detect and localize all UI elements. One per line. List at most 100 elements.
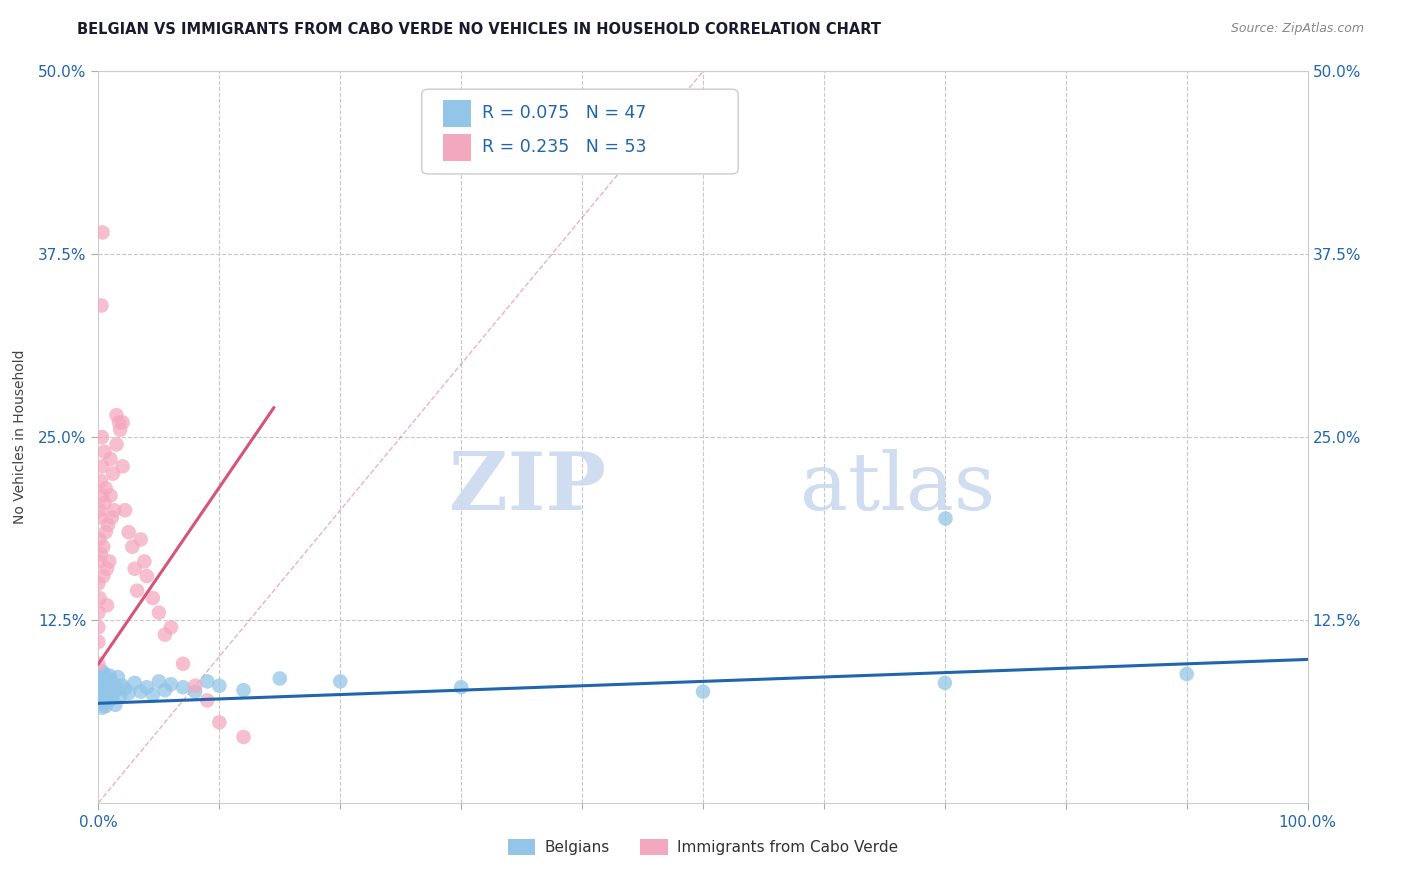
Point bbox=[100, 452, 122, 467]
Point bbox=[121, 540, 143, 554]
Point bbox=[208, 715, 231, 730]
Point bbox=[87, 620, 110, 634]
Point bbox=[160, 620, 183, 634]
Point bbox=[97, 684, 120, 698]
Text: R = 0.075   N = 47: R = 0.075 N = 47 bbox=[482, 104, 647, 122]
Text: R = 0.235   N = 53: R = 0.235 N = 53 bbox=[482, 138, 647, 156]
Point bbox=[103, 677, 125, 691]
Point bbox=[1175, 667, 1198, 681]
Point bbox=[89, 686, 111, 700]
Point bbox=[97, 695, 120, 709]
Point bbox=[195, 674, 218, 689]
Point bbox=[107, 670, 129, 684]
Point bbox=[692, 684, 714, 698]
Point bbox=[232, 683, 254, 698]
Point bbox=[100, 489, 122, 503]
Point bbox=[111, 679, 134, 693]
Point bbox=[172, 680, 194, 694]
Point bbox=[142, 591, 165, 605]
Point bbox=[104, 698, 127, 712]
Point bbox=[90, 690, 112, 705]
Point bbox=[96, 599, 118, 613]
Point bbox=[94, 699, 117, 714]
Point bbox=[96, 562, 118, 576]
Point bbox=[118, 686, 141, 700]
Point bbox=[129, 684, 152, 698]
Point bbox=[108, 689, 131, 703]
Point bbox=[232, 730, 254, 744]
Point bbox=[91, 540, 114, 554]
Point bbox=[101, 467, 124, 481]
Point bbox=[91, 225, 114, 239]
Point bbox=[269, 672, 291, 686]
Point bbox=[105, 408, 128, 422]
Point bbox=[208, 679, 231, 693]
Point bbox=[93, 496, 115, 510]
Point bbox=[148, 606, 170, 620]
Point bbox=[100, 692, 122, 706]
Point bbox=[89, 679, 111, 693]
Point bbox=[100, 673, 122, 687]
Point bbox=[934, 676, 956, 690]
Y-axis label: No Vehicles in Household: No Vehicles in Household bbox=[13, 350, 27, 524]
Point bbox=[329, 674, 352, 689]
Point bbox=[97, 517, 120, 532]
Point bbox=[101, 688, 124, 702]
Point bbox=[108, 423, 131, 437]
Point bbox=[93, 444, 115, 458]
Point bbox=[98, 554, 121, 568]
Point bbox=[91, 569, 114, 583]
Point bbox=[89, 696, 111, 710]
Point bbox=[103, 503, 125, 517]
Point bbox=[124, 676, 146, 690]
Point bbox=[91, 489, 114, 503]
Point bbox=[934, 510, 956, 524]
Point bbox=[450, 680, 472, 694]
Point bbox=[118, 525, 141, 540]
Point bbox=[89, 503, 111, 517]
Point bbox=[135, 680, 157, 694]
Point bbox=[184, 684, 207, 698]
Point bbox=[153, 683, 176, 698]
Point bbox=[184, 679, 207, 693]
Text: Source: ZipAtlas.com: Source: ZipAtlas.com bbox=[1230, 22, 1364, 36]
Point bbox=[89, 554, 111, 568]
Point bbox=[105, 683, 128, 698]
Point bbox=[195, 693, 218, 707]
Point bbox=[87, 635, 110, 649]
Point bbox=[87, 657, 110, 671]
Point bbox=[90, 298, 112, 312]
Point bbox=[90, 672, 112, 686]
Point bbox=[153, 627, 176, 641]
Point bbox=[127, 583, 149, 598]
Text: ZIP: ZIP bbox=[450, 450, 606, 527]
Point bbox=[90, 474, 112, 488]
Point bbox=[111, 416, 134, 430]
Point bbox=[142, 688, 165, 702]
Point bbox=[91, 459, 114, 474]
Point bbox=[91, 693, 114, 707]
Point bbox=[89, 591, 111, 605]
Point bbox=[94, 481, 117, 495]
Point bbox=[160, 677, 183, 691]
Point bbox=[94, 525, 117, 540]
Point bbox=[111, 459, 134, 474]
Text: BELGIAN VS IMMIGRANTS FROM CABO VERDE NO VEHICLES IN HOUSEHOLD CORRELATION CHART: BELGIAN VS IMMIGRANTS FROM CABO VERDE NO… bbox=[77, 22, 882, 37]
Point bbox=[90, 547, 112, 561]
Point bbox=[91, 681, 114, 696]
Point bbox=[93, 689, 115, 703]
Point bbox=[135, 569, 157, 583]
Point bbox=[91, 430, 114, 444]
Point bbox=[96, 674, 118, 689]
Point bbox=[129, 533, 152, 547]
Point bbox=[91, 676, 114, 690]
Point bbox=[93, 667, 115, 681]
Point bbox=[100, 510, 122, 524]
Point bbox=[94, 680, 117, 694]
Point bbox=[91, 664, 114, 678]
Point bbox=[108, 416, 131, 430]
Point bbox=[87, 576, 110, 591]
Point bbox=[91, 700, 114, 714]
Point bbox=[114, 681, 136, 696]
Point bbox=[89, 533, 111, 547]
